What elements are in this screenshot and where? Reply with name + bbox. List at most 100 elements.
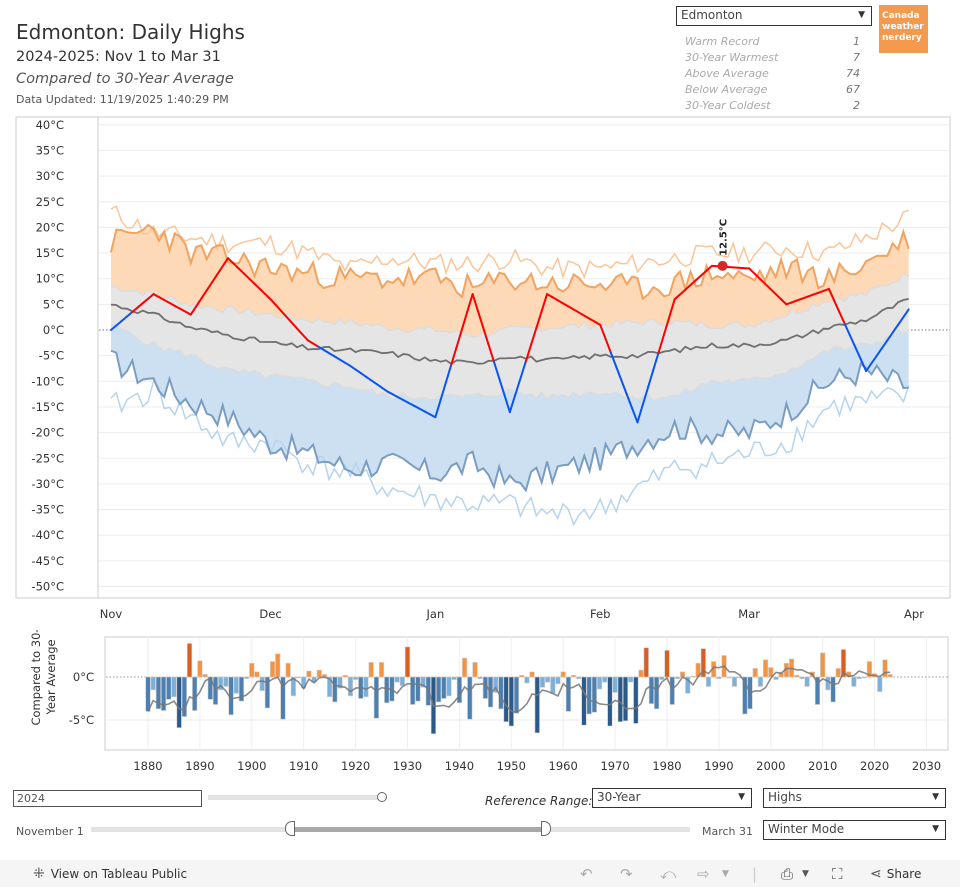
anomaly-bar <box>373 676 379 719</box>
comparison-caption: Compared to 30-Year Average <box>16 71 234 87</box>
daily-high-segment <box>843 323 852 337</box>
year-input[interactable]: 2024 <box>13 790 202 807</box>
anomaly-bar <box>477 676 483 680</box>
x-tick-label: Mar <box>738 607 760 621</box>
chevron-down-icon: ▼ <box>858 10 865 20</box>
brand-logo[interactable]: Canada weather nerdery <box>879 5 928 53</box>
daily-high-segment <box>391 393 400 399</box>
anomaly-bar <box>508 676 514 727</box>
download-menu-chevron-icon[interactable]: ▼ <box>802 869 809 879</box>
anomaly-bar <box>420 676 426 688</box>
stats-summary: Warm Record 1 30-Year Warmest 7 Above Aver… <box>685 34 865 114</box>
city-dropdown[interactable]: Edmonton ▼ <box>676 6 872 26</box>
daily-high-segment <box>354 368 362 375</box>
anomaly-bar <box>244 676 250 680</box>
hist-x-tick-label: 2000 <box>756 759 785 773</box>
daily-high-segment <box>407 401 416 407</box>
daily-high-segment <box>694 274 703 282</box>
daily-high-segment <box>312 342 320 348</box>
y-tick-label: -45°C <box>31 554 64 568</box>
data-updated-timestamp: Data Updated: 11/19/2025 1:40:29 PM <box>16 93 229 106</box>
stat-row-warm-record: Warm Record 1 <box>685 34 865 50</box>
x-tick-label: Apr <box>904 607 924 621</box>
daily-high-segment <box>902 308 910 319</box>
anomaly-bar <box>264 676 270 709</box>
record-high-line <box>110 205 909 280</box>
anomaly-bar <box>669 676 675 705</box>
daily-high-segment <box>439 381 448 401</box>
daily-high-segment <box>588 317 596 323</box>
measure-dropdown[interactable]: Highs ▼ <box>763 788 946 808</box>
refresh-icon[interactable]: ⇨ <box>697 865 710 883</box>
daily-high-segment <box>157 296 166 301</box>
anomaly-bar <box>186 643 193 678</box>
daily-high-segment <box>365 375 373 382</box>
daily-high-segment <box>604 337 612 354</box>
daily-high-segment <box>322 348 331 355</box>
daily-high-segment <box>748 267 756 275</box>
stat-value: 2 <box>853 99 860 112</box>
date-range-start-handle[interactable] <box>285 821 295 836</box>
revert-icon[interactable]: ⤺ <box>660 865 677 883</box>
refresh-menu-chevron-icon[interactable]: ▼ <box>722 869 729 879</box>
daily-high-segment <box>514 377 522 397</box>
anomaly-bar <box>513 676 520 714</box>
anomaly-bar <box>560 671 566 678</box>
stat-value: 74 <box>846 67 860 80</box>
daily-high-segment <box>620 379 628 396</box>
download-icon[interactable]: ⎙ <box>781 865 794 883</box>
anomaly-bar <box>674 676 680 680</box>
y-tick-label: -35°C <box>31 503 64 517</box>
daily-high-segment <box>524 343 533 363</box>
anomaly-bar <box>415 676 421 702</box>
anomaly-bar <box>731 676 738 687</box>
anomaly-bar <box>840 649 847 678</box>
daily-high-segment <box>476 309 485 329</box>
daily-high-segment <box>386 390 394 396</box>
x-tick-label: Jan <box>426 607 445 621</box>
y-tick-label: -15°C <box>31 400 64 414</box>
y-tick-label: -25°C <box>31 451 64 465</box>
date-range-end-handle[interactable] <box>541 821 551 836</box>
anomaly-bar <box>461 657 468 678</box>
anomaly-bar <box>181 676 187 717</box>
daily-high-segment <box>125 311 134 318</box>
fullscreen-icon[interactable]: ⛶ <box>832 865 843 883</box>
daily-high-segment <box>482 326 490 346</box>
anomaly-bar <box>794 674 800 678</box>
anomaly-bar <box>856 676 862 680</box>
daily-high-segment <box>173 304 182 310</box>
anomaly-bar <box>576 676 582 680</box>
share-button[interactable]: ⋖ Share <box>870 866 921 882</box>
undo-icon[interactable]: ↶ <box>580 865 593 883</box>
anomaly-bar <box>275 653 281 678</box>
stat-row-below-average: Below Average 67 <box>685 82 865 98</box>
anomaly-bar <box>866 661 873 678</box>
anomaly-bar <box>690 675 696 678</box>
view-on-tableau-link[interactable]: ⁜ View on Tableau Public <box>33 866 187 882</box>
year-slider-handle[interactable] <box>377 792 387 802</box>
daily-high-segment <box>519 360 527 380</box>
anomaly-bar <box>716 676 722 680</box>
anomaly-bar <box>176 676 182 729</box>
below-limit-line <box>110 323 909 401</box>
anomaly-bar <box>602 676 608 683</box>
anomaly-bar <box>503 676 509 723</box>
anomaly-bar <box>617 676 623 723</box>
daily-high-segment <box>221 257 229 268</box>
daily-high-segment <box>663 315 671 336</box>
daily-high-segment <box>280 309 288 318</box>
stat-label: Warm Record <box>685 35 760 48</box>
reference-range-dropdown[interactable]: 30-Year ▼ <box>592 788 752 808</box>
daily-high-segment <box>211 273 219 284</box>
daily-high-segment <box>317 345 325 351</box>
anomaly-bar <box>150 676 156 691</box>
daily-high-segment <box>290 321 299 330</box>
anomaly-bar <box>202 674 208 678</box>
daily-high-segment <box>110 324 118 331</box>
anomaly-bar <box>218 676 224 691</box>
anomaly-bar <box>524 676 530 684</box>
year-slider-track[interactable] <box>208 795 378 800</box>
redo-icon[interactable]: ↷ <box>620 865 633 883</box>
mode-dropdown[interactable]: Winter Mode ▼ <box>763 820 946 840</box>
